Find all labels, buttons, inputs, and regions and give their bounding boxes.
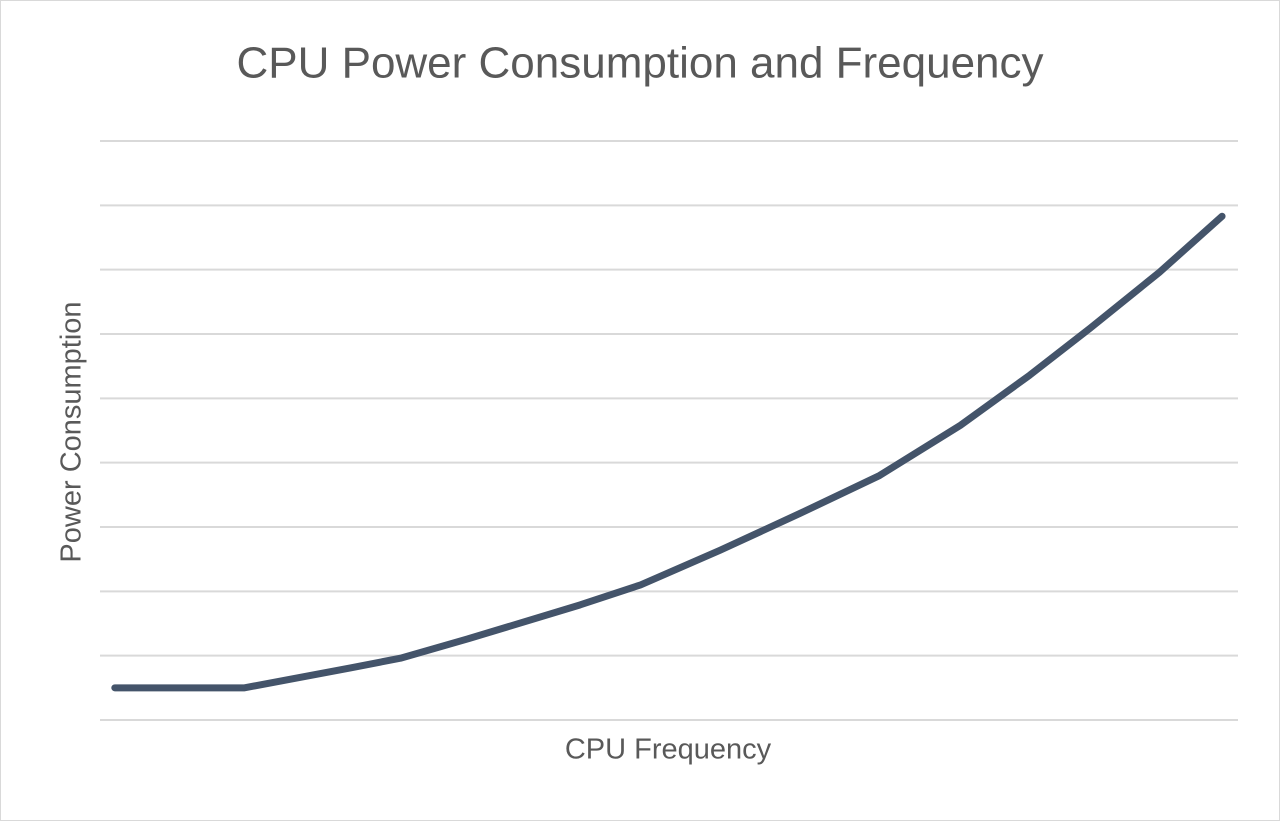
chart-title: CPU Power Consumption and Frequency xyxy=(236,39,1043,88)
x-axis-label: CPU Frequency xyxy=(565,734,772,766)
data-line xyxy=(111,212,1226,692)
y-axis-label: Power Consumption xyxy=(56,301,88,562)
